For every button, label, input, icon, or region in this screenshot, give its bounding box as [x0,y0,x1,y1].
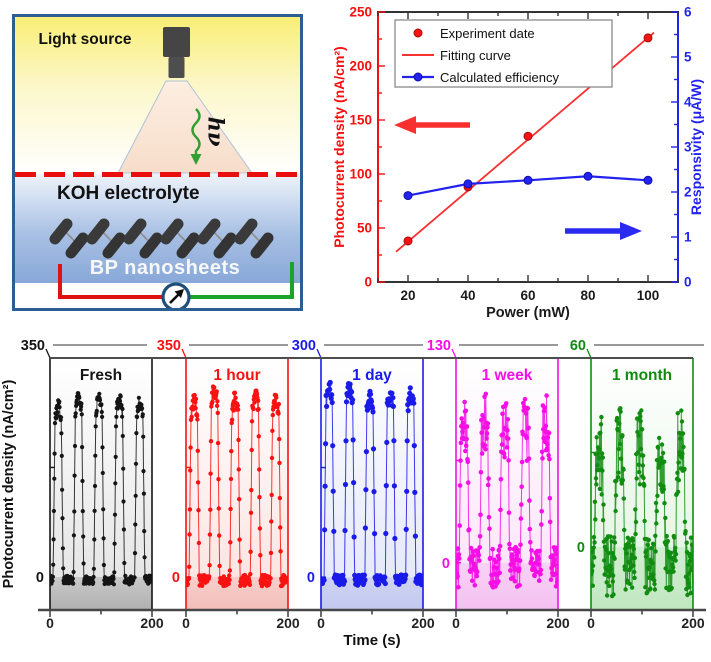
x-tick-label: 0 [46,615,54,631]
x-tick-label: 200 [140,615,164,631]
x-tick-label: 0 [452,615,460,631]
zero-label: 0 [172,570,180,586]
legend-entry: Experiment date [440,26,535,41]
legend-marker-efficiency [413,72,423,82]
experiment-data-point [403,236,413,246]
x-tick-label: 80 [580,288,595,303]
efficiency-data-point [463,179,473,189]
y-axis-label: Photocurrent density (nA/cm²) [1,380,17,589]
scale-max-label: 300 [292,338,316,354]
left-tick-label: 150 [349,113,372,128]
right-tick-label: 3 [684,140,692,155]
stability-panel-fresh: Fresh 0 350 0 200 [21,338,164,631]
hv-label: hν [203,116,229,147]
x-tick-label: 60 [520,288,535,303]
light-cone [117,80,253,174]
stability-panel-1-day: 1 day 0 300 0 200 [292,338,435,631]
efficiency-data-point [523,175,533,185]
right-tick-label: 2 [684,185,692,200]
legend-entry: Fitting curve [440,48,511,63]
scale-max-label: 130 [427,338,451,354]
photoelectrochemical-setup-diagram: Light source hν KOH electrolyte BP nanos… [12,14,303,311]
stability-panel-1-hour: 1 hour 0 350 0 200 [157,338,300,631]
efficiency-data-point [403,191,413,201]
scale-connector [316,348,322,359]
electrolyte-surface-dashed-line [15,172,300,177]
right-tick-label: 5 [684,50,692,65]
x-axis-label: Power (mW) [486,305,570,321]
koh-electrolyte-label: KOH electrolyte [57,183,200,204]
panel-title: 1 day [352,367,392,384]
zero-label: 0 [307,570,315,586]
zero-label: 0 [577,540,585,556]
x-tick-label: 200 [681,615,705,631]
left-axis-label: Photocurrent density (nA/cm²) [331,46,347,247]
legend-entry: Calculated efficiency [440,70,559,85]
x-axis-label: Time (s) [343,632,400,649]
right-tick-label: 4 [684,95,692,110]
scale-connector [181,348,187,359]
legend: Experiment date Fitting curve Calculated e… [394,19,613,88]
photon-arrow-icon [190,108,202,165]
left-tick-label: 250 [349,5,372,20]
light-source-lamp-icon [163,27,190,78]
waveform [456,391,558,590]
ammeter-icon [161,282,191,308]
scale-max-label: 350 [157,338,181,354]
zero-label: 0 [36,570,44,586]
panel-title: 1 week [482,367,533,384]
x-tick-label: 200 [411,615,435,631]
panel-title: 1 month [612,367,672,384]
right-tick-label: 1 [684,230,692,245]
stability-panel-1-week: 1 week 0 130 0 200 [427,338,570,631]
waveform [186,384,288,589]
scale-max-label: 60 [570,338,586,354]
x-tick-label: 0 [587,615,595,631]
scale-connector [586,348,592,359]
experiment-data-point [643,33,653,43]
right-axis-arrow [565,222,642,240]
left-tick-label: 0 [364,275,372,290]
stability-panel-1-month: 1 month 0 60 0 200 [570,338,705,631]
light-source-label: Light source [38,31,132,48]
waveform [591,406,693,599]
scale-connector [45,348,51,359]
x-tick-label: 40 [460,288,475,303]
x-tick-label: 200 [276,615,300,631]
right-tick-label: 0 [684,275,692,290]
x-tick-label: 0 [317,615,325,631]
left-tick-label: 200 [349,59,372,74]
left-axis-arrow [394,116,470,134]
left-tick-label: 50 [357,221,372,236]
scale-max-label: 350 [21,338,45,354]
right-axis-label: Responsivity (μA/W) [688,79,704,215]
bp-nanosheets-graphic [49,218,274,259]
left-tick-label: 100 [349,167,372,182]
efficiency-data-point [583,171,593,181]
zero-label: 0 [442,556,450,572]
panel-title: 1 hour [213,367,260,384]
circuit-wires [58,262,294,299]
right-tick-label: 6 [684,5,692,20]
x-tick-label: 0 [182,615,190,631]
waveform [321,379,423,588]
x-tick-label: 200 [546,615,570,631]
bp-nanosheets-label: BP nanosheets [89,257,241,279]
power-responsivity-chart: 20 40 60 80 100 0 50 100 150 200 250 0 1 2 3 4 5 6 Photocu… [331,5,704,322]
x-tick-label: 100 [637,288,660,303]
legend-marker-experiment [413,28,423,38]
panel-title: Fresh [80,367,122,384]
x-tick-label: 20 [400,288,415,303]
scale-connector [451,348,457,359]
efficiency-data-point [643,175,653,185]
stability-panels-chart: Fresh 0 350 0 200 1 hour 0 350 0 200 1 day 0 300 0 200… [1,338,706,649]
experiment-data-point [523,131,533,141]
schematic-drawing [49,27,294,308]
